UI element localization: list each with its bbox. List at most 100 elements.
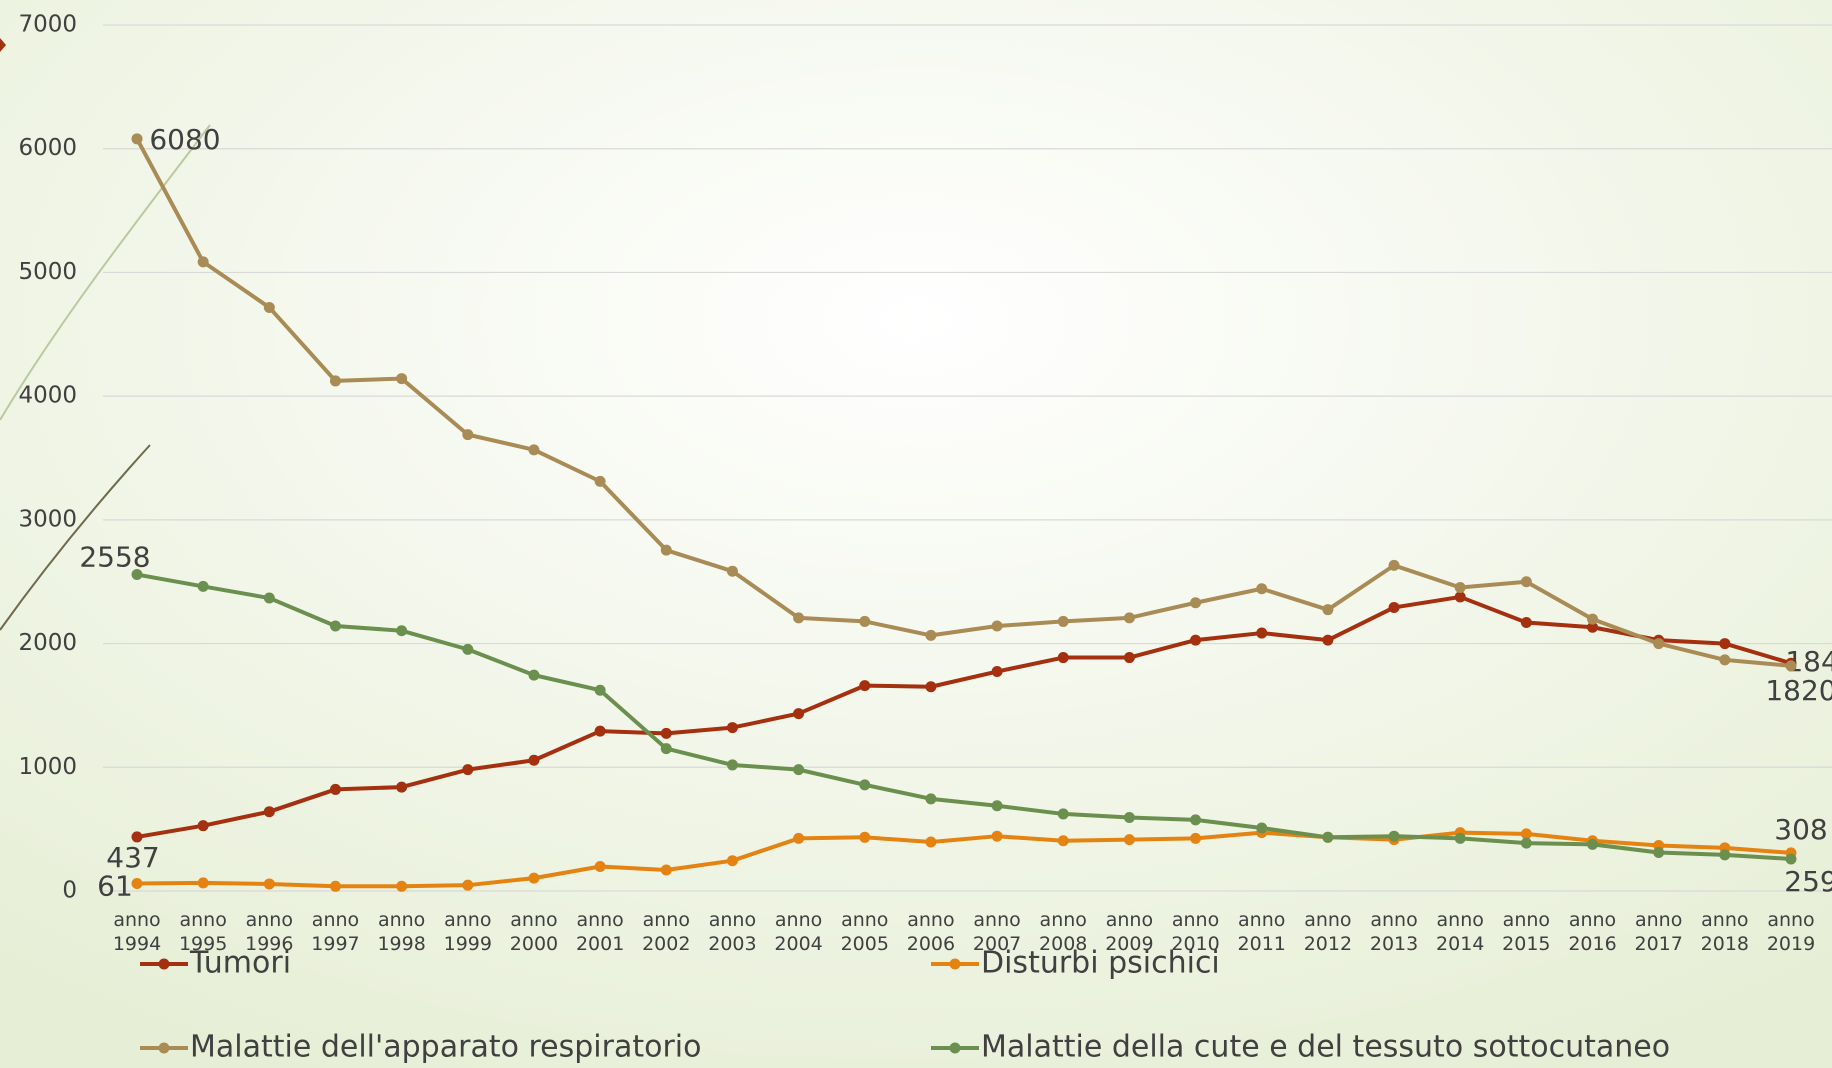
x-tick-label: anno 2000: [510, 909, 558, 955]
y-tick-label: 7000: [18, 12, 77, 38]
legend-marker: [158, 958, 170, 970]
data-point: [396, 781, 408, 793]
x-tick-label: anno 2016: [1568, 909, 1616, 955]
data-point: [1190, 597, 1202, 609]
data-point: [1322, 634, 1334, 646]
data-point: [925, 629, 937, 641]
y-tick-label: 2000: [18, 630, 77, 656]
data-point: [528, 669, 540, 681]
data-point: [197, 877, 209, 889]
x-tick-label: anno 2017: [1635, 909, 1683, 955]
x-tick-label: anno 2019: [1767, 909, 1815, 955]
data-point: [263, 806, 275, 818]
legend-label: Disturbi psichici: [981, 946, 1220, 981]
data-point: [263, 878, 275, 890]
data-point: [726, 565, 738, 577]
data-point: [263, 592, 275, 604]
data-point: [594, 725, 606, 737]
data-point: [1190, 832, 1202, 844]
x-tick-label: anno 2009: [1105, 909, 1153, 955]
data-point: [197, 256, 209, 268]
data-point: [1454, 591, 1466, 603]
series-line: [135, 137, 1792, 668]
data-point: [396, 880, 408, 892]
data-point: [1587, 838, 1599, 850]
data-point: [1190, 634, 1202, 646]
data-point: [1719, 654, 1731, 666]
data-point: [131, 133, 143, 145]
data-point: [1520, 617, 1532, 629]
y-tick-label: 3000: [18, 506, 77, 532]
x-tick-label: anno 1999: [444, 909, 492, 955]
data-point: [197, 580, 209, 592]
y-tick-label: 5000: [18, 259, 77, 285]
data-point: [991, 800, 1003, 812]
data-point: [594, 684, 606, 696]
data-point: [991, 830, 1003, 842]
series-line: [136, 594, 1792, 839]
data-point: [1653, 847, 1665, 859]
legend-label: Malattie della cute e del tessuto sottoc…: [981, 1030, 1670, 1065]
data-point: [1057, 652, 1069, 664]
x-tick-label: anno 2008: [1039, 909, 1087, 955]
data-point: [660, 544, 672, 556]
x-tick-label: anno 1996: [245, 909, 293, 955]
data-point: [528, 872, 540, 884]
x-tick-label: anno 2011: [1238, 909, 1286, 955]
series-line: [136, 572, 1792, 861]
data-point: [1388, 559, 1400, 571]
data-point: [793, 708, 805, 720]
data-point: [131, 877, 143, 889]
data-point: [925, 793, 937, 805]
legend-label: Malattie dell'apparato respiratorio: [190, 1030, 701, 1065]
data-point: [1785, 853, 1797, 865]
y-tick-label: 1000: [18, 754, 77, 780]
data-point: [859, 680, 871, 692]
x-tick-label: anno 2002: [642, 909, 690, 955]
data-point: [859, 615, 871, 627]
data-point: [462, 429, 474, 441]
data-point: [1454, 582, 1466, 594]
data-point: [925, 836, 937, 848]
data-point: [396, 373, 408, 385]
data-point: [1123, 834, 1135, 846]
data-point: [1256, 627, 1268, 639]
x-tick-label: anno 2003: [708, 909, 756, 955]
data-point: [528, 754, 540, 766]
x-tick-label: anno 2010: [1171, 909, 1219, 955]
data-label: 1820: [1765, 674, 1832, 707]
data-point: [1587, 613, 1599, 625]
data-point: [131, 831, 143, 843]
data-point: [991, 620, 1003, 632]
x-tick-label: anno 2004: [774, 909, 822, 955]
data-label: 259: [1784, 865, 1832, 898]
data-point: [462, 643, 474, 655]
data-label: 61: [97, 869, 133, 902]
data-point: [1256, 583, 1268, 595]
x-tick-label: anno 2012: [1304, 909, 1352, 955]
data-point: [1785, 660, 1797, 672]
x-tick-label: anno 1998: [377, 909, 425, 955]
data-point: [329, 880, 341, 892]
data-point: [925, 681, 937, 693]
decoration: [0, 124, 211, 421]
y-tick-label: 6000: [18, 135, 77, 161]
data-point: [793, 764, 805, 776]
x-tick-label: anno 1997: [311, 909, 359, 955]
data-point: [859, 779, 871, 791]
legend-marker: [949, 958, 961, 970]
data-point: [1653, 638, 1665, 650]
data-point: [1520, 837, 1532, 849]
data-point: [1520, 576, 1532, 588]
data-point: [660, 727, 672, 739]
data-point: [396, 625, 408, 637]
y-tick-label: 4000: [18, 383, 77, 409]
x-tick-label: anno 2015: [1502, 909, 1550, 955]
data-point: [1719, 638, 1731, 650]
x-tick-label: anno 1995: [179, 909, 227, 955]
data-point: [1123, 612, 1135, 624]
data-point: [1256, 822, 1268, 834]
data-point: [462, 879, 474, 891]
